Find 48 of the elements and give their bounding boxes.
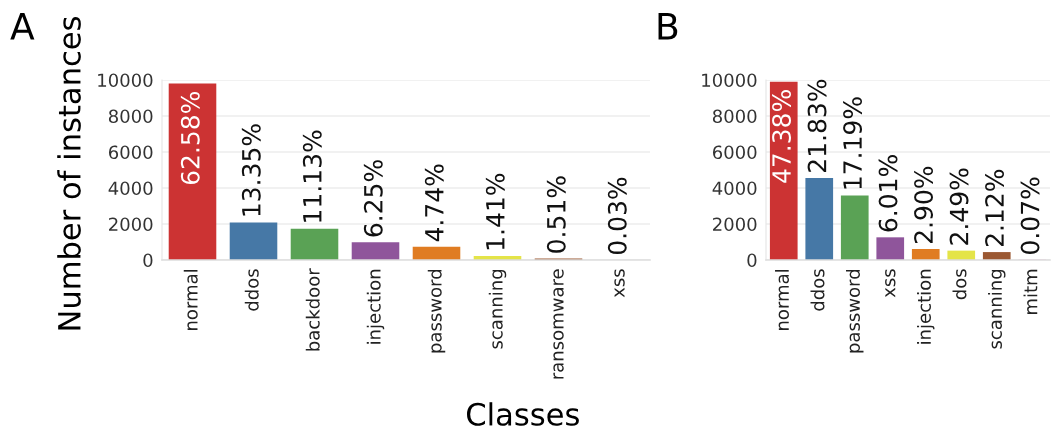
y-tick-label: 4000	[108, 181, 153, 196]
y-tick-label: 0	[747, 253, 757, 268]
annotation: 0.07%	[1020, 177, 1040, 254]
x-tick-label: ddos	[810, 269, 825, 311]
annotation: 0.51%	[546, 176, 566, 253]
x-tick-label: mitm	[1023, 269, 1038, 314]
y-tick-label: 6000	[108, 145, 153, 160]
y-tick-label: 8000	[108, 109, 153, 124]
x-tick-label: scanning	[488, 269, 507, 349]
x-tick-label: xss	[885, 269, 896, 298]
annotation: 62.58%	[180, 91, 200, 185]
annotation: 6.01%	[878, 155, 898, 232]
y-tick-label: 8000	[712, 109, 757, 124]
x-tick-label: password	[846, 269, 864, 353]
x-axis-title: Classes	[467, 402, 579, 426]
x-tick-label: normal	[775, 270, 789, 330]
annotation: 2.90%	[914, 166, 933, 244]
x-tick-label: password	[427, 269, 446, 353]
annotation: 0.03%	[607, 177, 627, 255]
y-tick-label: 2000	[109, 217, 153, 232]
y-tick-label: 4000	[712, 181, 757, 196]
annotation: 13.35%	[241, 124, 261, 216]
annotation: 1.41%	[485, 173, 505, 250]
annotation: 2.49%	[949, 168, 969, 245]
y-tick-label: 2000	[713, 217, 757, 232]
x-tick-label: ddos	[244, 269, 259, 311]
x-tick-label: injection	[917, 269, 935, 344]
y-tick-label: 0	[143, 253, 153, 268]
y-axis-title: Number of instances	[57, 17, 81, 330]
x-tick-label: injection	[366, 269, 385, 344]
chart-title: B	[658, 13, 678, 40]
annotation: 4.74%	[424, 164, 444, 242]
chart-title: A	[10, 13, 35, 40]
annotation: 6.25%	[363, 160, 383, 237]
annotation: 47.38%	[772, 90, 791, 183]
y-tick-label: 6000	[712, 145, 757, 160]
x-tick-label: ransomware	[553, 269, 564, 379]
x-tick-label: scanning	[988, 269, 1006, 349]
annotation: 21.83%	[807, 79, 827, 172]
x-tick-label: backdoor	[305, 268, 320, 351]
x-tick-label: dos	[952, 269, 967, 300]
x-tick-label: xss	[614, 269, 625, 298]
annotation: 17.19%	[843, 97, 862, 189]
annotation: 11.13%	[302, 130, 322, 222]
y-tick-label: 10000	[702, 73, 757, 88]
x-tick-label: normal	[183, 270, 198, 330]
annotation: 2.12%	[985, 169, 1004, 247]
y-tick-label: 10000	[98, 73, 153, 88]
